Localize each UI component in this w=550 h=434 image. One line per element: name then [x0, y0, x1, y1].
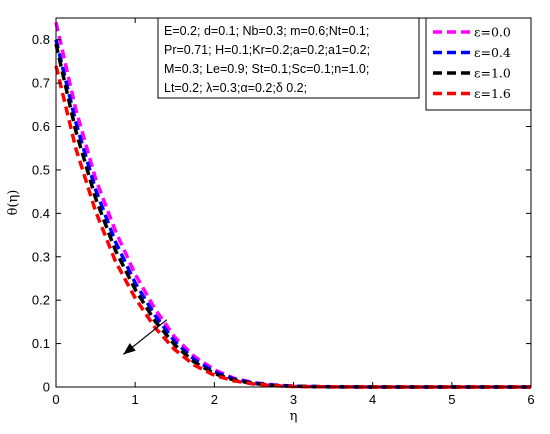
legend-label-3: ε=1.6	[474, 86, 511, 101]
parameters-box: E=0.2; d=0.1; Nb=0.3; m=0.6;Nt=0.1; Pr=0.…	[157, 17, 420, 99]
parameters-line: E=0.2; d=0.1; Nb=0.3; m=0.6;Nt=0.1;	[164, 24, 369, 38]
parameters-line: Lt=0.2; λ=0.3;α=0.2;δ 0.2;	[164, 81, 307, 95]
axes: 0 1 2 3 4 5 6 0 0.1 0.2 0.3 0.4 0.5 0.6 0.7 0.8 η θ(η)	[6, 17, 535, 424]
x-tick-label: 6	[527, 392, 534, 407]
x-tick-label: 2	[211, 392, 218, 407]
parameters-line: Pr=0.71; H=0.1;Kr=0.2;a=0.2;a1=0.2;	[164, 43, 370, 57]
legend-label-0: ε=0.0	[474, 25, 511, 40]
parameters-box-frame	[157, 17, 420, 99]
y-tick-label: 0.3	[32, 249, 50, 264]
y-tick-label: 0	[43, 380, 50, 395]
x-tick-label: 5	[448, 392, 455, 407]
x-axis-label: η	[290, 409, 298, 424]
parameters-line: M=0.3; Le=0.9; St=0.1;Sc=0.1;n=1.0;	[164, 62, 369, 76]
annotation	[122, 319, 168, 355]
x-tick-label: 3	[290, 392, 297, 407]
y-tick-label: 0.1	[32, 336, 50, 351]
x-tick-label: 0	[52, 392, 59, 407]
legend-frame	[425, 17, 532, 111]
y-tick-label: 0.7	[32, 76, 50, 91]
y-tick-label: 0.8	[32, 32, 50, 47]
legend-label-2: ε=1.0	[474, 66, 511, 81]
y-tick-label: 0.2	[32, 293, 50, 308]
legend: ε=0.0 ε=0.4 ε=1.0 ε=1.6	[425, 17, 532, 111]
y-tick-label: 0.5	[32, 162, 50, 177]
y-tick-label: 0.6	[32, 119, 50, 134]
y-axis-label: θ(η)	[6, 190, 21, 216]
legend-label-1: ε=0.4	[474, 45, 511, 60]
y-tick-label: 0.4	[32, 206, 50, 221]
trend-arrow-head	[123, 343, 136, 355]
x-tick-label: 4	[369, 392, 376, 407]
x-tick-label: 1	[132, 392, 139, 407]
